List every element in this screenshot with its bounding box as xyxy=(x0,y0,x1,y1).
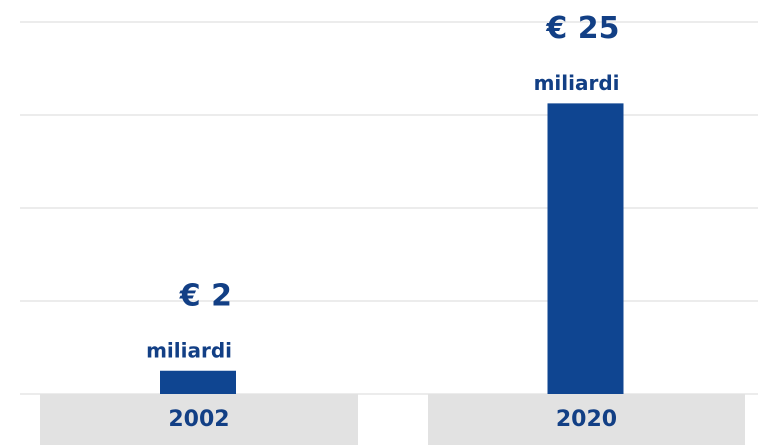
value-label: € 25 xyxy=(545,11,619,46)
category-band xyxy=(428,394,745,445)
unit-label: miliardi xyxy=(534,71,620,95)
x-tick-label: 2020 xyxy=(556,407,617,432)
bar xyxy=(160,370,236,394)
unit-label: miliardi xyxy=(146,338,232,362)
category-band xyxy=(40,394,358,445)
bar xyxy=(547,103,624,394)
x-tick-label: 2002 xyxy=(168,407,229,432)
value-label: € 2 xyxy=(179,278,232,313)
